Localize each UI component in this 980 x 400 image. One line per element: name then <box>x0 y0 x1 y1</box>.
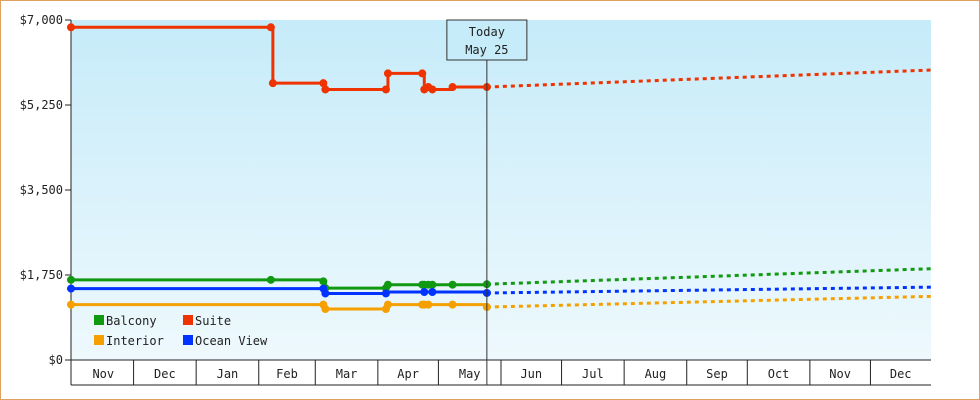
x-tick-label: Dec <box>890 367 912 381</box>
y-tick-label: $3,500 <box>20 183 63 197</box>
x-tick-label: Aug <box>645 367 667 381</box>
plot-background <box>71 20 931 360</box>
x-tick-label: Jul <box>582 367 604 381</box>
legend-swatch-balcony <box>94 315 104 325</box>
data-point-balcony <box>67 275 75 284</box>
x-tick-label: Jan <box>217 367 239 381</box>
data-point-suite <box>266 23 275 32</box>
data-point-ocean-view <box>428 288 437 296</box>
data-point-suite <box>418 69 427 78</box>
legend-label-suite: Suite <box>195 314 231 328</box>
data-point-suite <box>383 69 392 78</box>
data-point-suite <box>67 23 75 32</box>
data-point-suite <box>428 85 437 94</box>
data-point-suite <box>319 79 328 88</box>
y-tick-label: $1,750 <box>20 268 63 282</box>
x-tick-label: Sep <box>706 367 728 381</box>
x-tick-label: Dec <box>154 367 176 381</box>
forecast-line-interior <box>486 294 932 309</box>
data-point-suite <box>448 83 457 92</box>
data-point-ocean-view <box>321 289 330 298</box>
legend-swatch-suite <box>183 315 193 325</box>
x-tick-label: Mar <box>336 367 358 381</box>
today-box <box>446 19 528 61</box>
forecast-line-balcony <box>486 267 932 286</box>
x-tick-label: Feb <box>276 367 298 381</box>
legend-label-ocean-view: Ocean View <box>195 334 268 348</box>
legend-swatch-ocean-view <box>183 335 193 345</box>
x-tick-label: Jun <box>520 367 542 381</box>
legend-swatch-interior <box>94 335 104 345</box>
today-label: Today <box>469 25 505 39</box>
data-point-interior <box>383 300 392 309</box>
y-tick-label: $7,000 <box>20 13 63 27</box>
data-point-interior <box>321 305 330 313</box>
data-point-balcony <box>383 280 392 289</box>
data-point-suite <box>381 85 390 94</box>
legend-label-balcony: Balcony <box>106 314 157 328</box>
today-date-label: May 25 <box>465 43 508 57</box>
data-point-balcony <box>319 277 328 286</box>
data-point-ocean-view <box>67 284 75 293</box>
legend-label-interior: Interior <box>106 334 164 348</box>
y-tick-label: $0 <box>49 353 63 367</box>
data-point-suite <box>321 85 330 94</box>
data-point-ocean-view <box>381 289 390 298</box>
x-tick-label: May <box>459 367 481 381</box>
forecast-line-ocean-view <box>486 285 932 295</box>
data-point-balcony <box>266 275 275 284</box>
data-point-interior <box>424 300 433 309</box>
data-point-interior <box>448 300 457 309</box>
data-point-interior <box>67 300 75 309</box>
data-point-balcony <box>428 280 437 289</box>
x-tick-label: Apr <box>397 367 419 381</box>
forecast-line-suite <box>486 68 932 89</box>
x-tick-label: Nov <box>92 367 114 381</box>
data-point-balcony <box>448 280 457 289</box>
y-tick-label: $5,250 <box>20 98 63 112</box>
data-point-ocean-view <box>420 288 429 296</box>
x-tick-label: Nov <box>829 367 851 381</box>
x-tick-label: Oct <box>768 367 790 381</box>
data-point-suite <box>268 79 277 88</box>
